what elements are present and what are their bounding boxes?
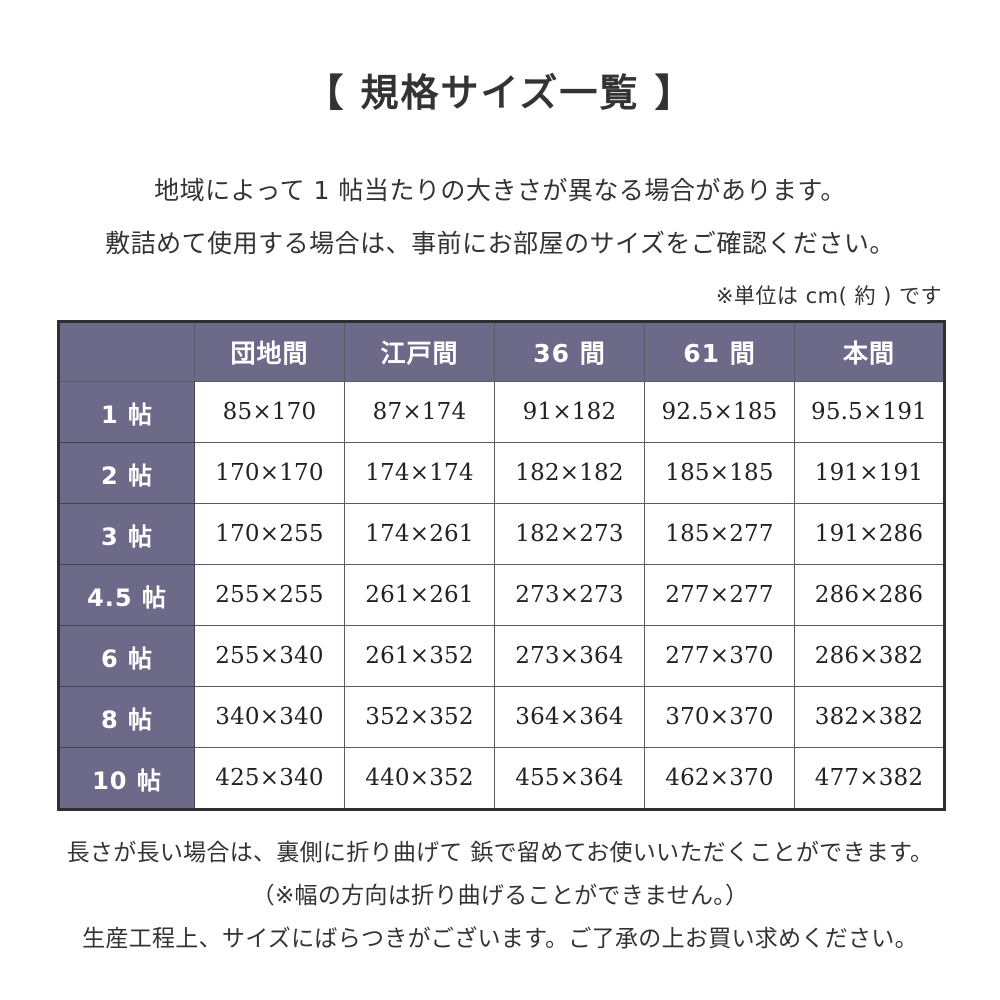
cell-3jo-edoma: 174×261 [344,503,495,565]
cell-6jo-edoma: 261×352 [344,625,495,687]
row-label-3jo: 3 帖 [58,503,195,565]
cell-4-5jo-36ma: 273×273 [494,564,645,626]
cell-10jo-honma: 477×382 [794,747,945,810]
page-title: 【 規格サイズ一覧 】 [305,71,695,115]
cell-2jo-36ma: 182×182 [494,442,645,504]
unit-note: ※単位は cm( 約 ) です [715,284,942,308]
cell-2jo-danchima: 170×170 [194,442,345,504]
cell-1jo-36ma: 91×182 [494,381,645,443]
column-header-36ma: 36 間 [494,321,645,382]
table-row: 2 帖 170×170 174×174 182×182 185×185 191×… [58,442,945,504]
intro-text-block: 地域によって 1 帖当たりの大きさが異なる場合があります。 敷詰めて使用する場合… [0,164,1000,270]
table-row: 3 帖 170×255 174×261 182×273 185×277 191×… [58,503,945,565]
table-row: 1 帖 85×170 87×174 91×182 92.5×185 95.5×1… [58,381,945,443]
cell-8jo-edoma: 352×352 [344,686,495,748]
cell-6jo-36ma: 273×364 [494,625,645,687]
table-row: 6 帖 255×340 261×352 273×364 277×370 286×… [58,625,945,687]
cell-8jo-36ma: 364×364 [494,686,645,748]
cell-1jo-honma: 95.5×191 [794,381,945,443]
row-label-1jo: 1 帖 [58,381,195,443]
cell-10jo-36ma: 455×364 [494,747,645,810]
row-label-6jo: 6 帖 [58,625,195,687]
row-label-8jo: 8 帖 [58,686,195,748]
table-header-row: 団地間 江戸間 36 間 61 間 本間 [58,321,945,382]
cell-10jo-danchima: 425×340 [194,747,345,810]
cell-4-5jo-61ma: 277×277 [644,564,795,626]
intro-line: 敷詰めて使用する場合は、事前にお部屋のサイズをご確認ください。 [105,229,895,258]
cell-3jo-36ma: 182×273 [494,503,645,565]
table-row: 4.5 帖 255×255 261×261 273×273 277×277 28… [58,564,945,626]
row-label-2jo: 2 帖 [58,442,195,504]
table-body: 1 帖 85×170 87×174 91×182 92.5×185 95.5×1… [58,381,945,810]
size-table: 団地間 江戸間 36 間 61 間 本間 1 帖 85×170 87×174 9… [57,320,946,811]
column-header-honma: 本間 [794,321,945,382]
cell-1jo-edoma: 87×174 [344,381,495,443]
table-header: 団地間 江戸間 36 間 61 間 本間 [58,321,945,382]
table-row: 10 帖 425×340 440×352 455×364 462×370 477… [58,747,945,810]
cell-6jo-honma: 286×382 [794,625,945,687]
table-row: 8 帖 340×340 352×352 364×364 370×370 382×… [58,686,945,748]
cell-4-5jo-edoma: 261×261 [344,564,495,626]
size-table-container: 団地間 江戸間 36 間 61 間 本間 1 帖 85×170 87×174 9… [57,320,946,811]
cell-1jo-61ma: 92.5×185 [644,381,795,443]
cell-4-5jo-danchima: 255×255 [194,564,345,626]
row-label-10jo: 10 帖 [58,747,195,810]
cell-4-5jo-honma: 286×286 [794,564,945,626]
cell-2jo-61ma: 185×185 [644,442,795,504]
cell-8jo-61ma: 370×370 [644,686,795,748]
cell-6jo-danchima: 255×340 [194,625,345,687]
cell-1jo-danchima: 85×170 [194,381,345,443]
cell-3jo-61ma: 185×277 [644,503,795,565]
cell-6jo-61ma: 277×370 [644,625,795,687]
footer-notes: 長さが長い場合は、裏側に折り曲げて 鋲で留めてお使いいただくことができます。 （… [0,832,1000,961]
cell-2jo-edoma: 174×174 [344,442,495,504]
intro-line: 地域によって 1 帖当たりの大きさが異なる場合があります。 [154,176,846,205]
cell-10jo-edoma: 440×352 [344,747,495,810]
cell-3jo-honma: 191×286 [794,503,945,565]
footer-line: 長さが長い場合は、裏側に折り曲げて 鋲で留めてお使いいただくことができます。 [66,840,934,866]
cell-8jo-honma: 382×382 [794,686,945,748]
row-label-4-5jo: 4.5 帖 [58,564,195,626]
footer-line: 生産工程上、サイズにばらつきがございます。ご了承の上お買い求めください。 [82,926,918,952]
table-corner-cell [58,321,195,382]
column-header-danchima: 団地間 [194,321,345,382]
footer-line: （※幅の方向は折り曲げることができません。） [251,883,749,909]
cell-2jo-honma: 191×191 [794,442,945,504]
cell-10jo-61ma: 462×370 [644,747,795,810]
cell-8jo-danchima: 340×340 [194,686,345,748]
cell-3jo-danchima: 170×255 [194,503,345,565]
column-header-edoma: 江戸間 [344,321,495,382]
column-header-61ma: 61 間 [644,321,795,382]
